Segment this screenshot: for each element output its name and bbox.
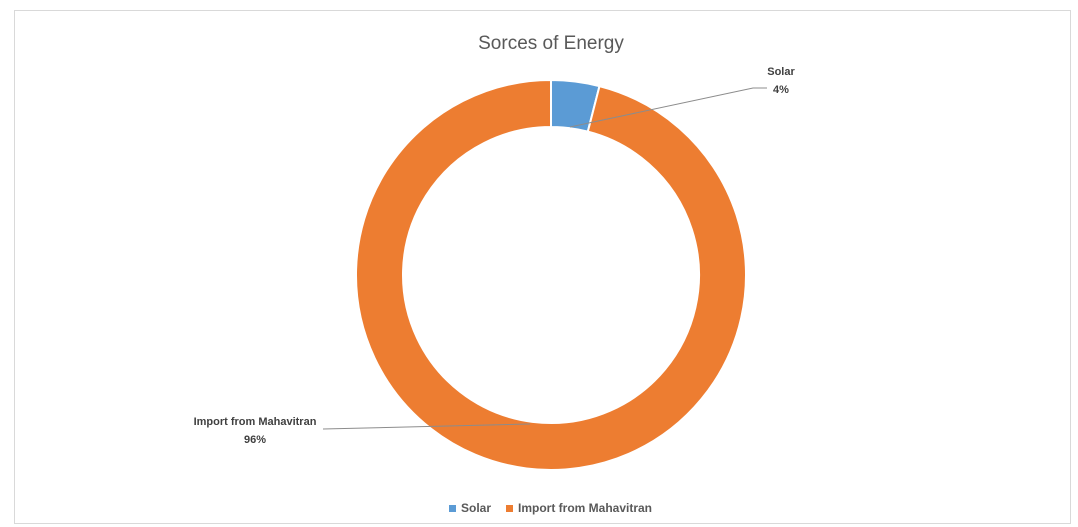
import-leader-line [322, 423, 531, 430]
solar-leader-line [569, 87, 767, 128]
solar-data-label-name: Solar [767, 66, 795, 78]
legend-label-import: Import from Mahavitran [518, 501, 652, 515]
chart-area: Sorces of Energy Solar 4% Import from Ma… [14, 10, 1071, 524]
chart-title: Sorces of Energy [478, 33, 624, 54]
doughnut-chart: Sorces of Energy Solar 4% Import from Ma… [194, 33, 796, 515]
legend-swatch-solar [449, 505, 456, 512]
legend: Solar Import from Mahavitran [449, 501, 652, 515]
import-from-mahavitran-slice [355, 78, 747, 471]
legend-swatch-import [506, 505, 513, 512]
import-data-label-value: 96% [244, 434, 266, 446]
solar-data-label-value: 4% [773, 84, 789, 96]
import-data-label-name: Import from Mahavitran [194, 416, 317, 428]
doughnut-slices [355, 78, 747, 471]
legend-label-solar: Solar [461, 501, 491, 515]
